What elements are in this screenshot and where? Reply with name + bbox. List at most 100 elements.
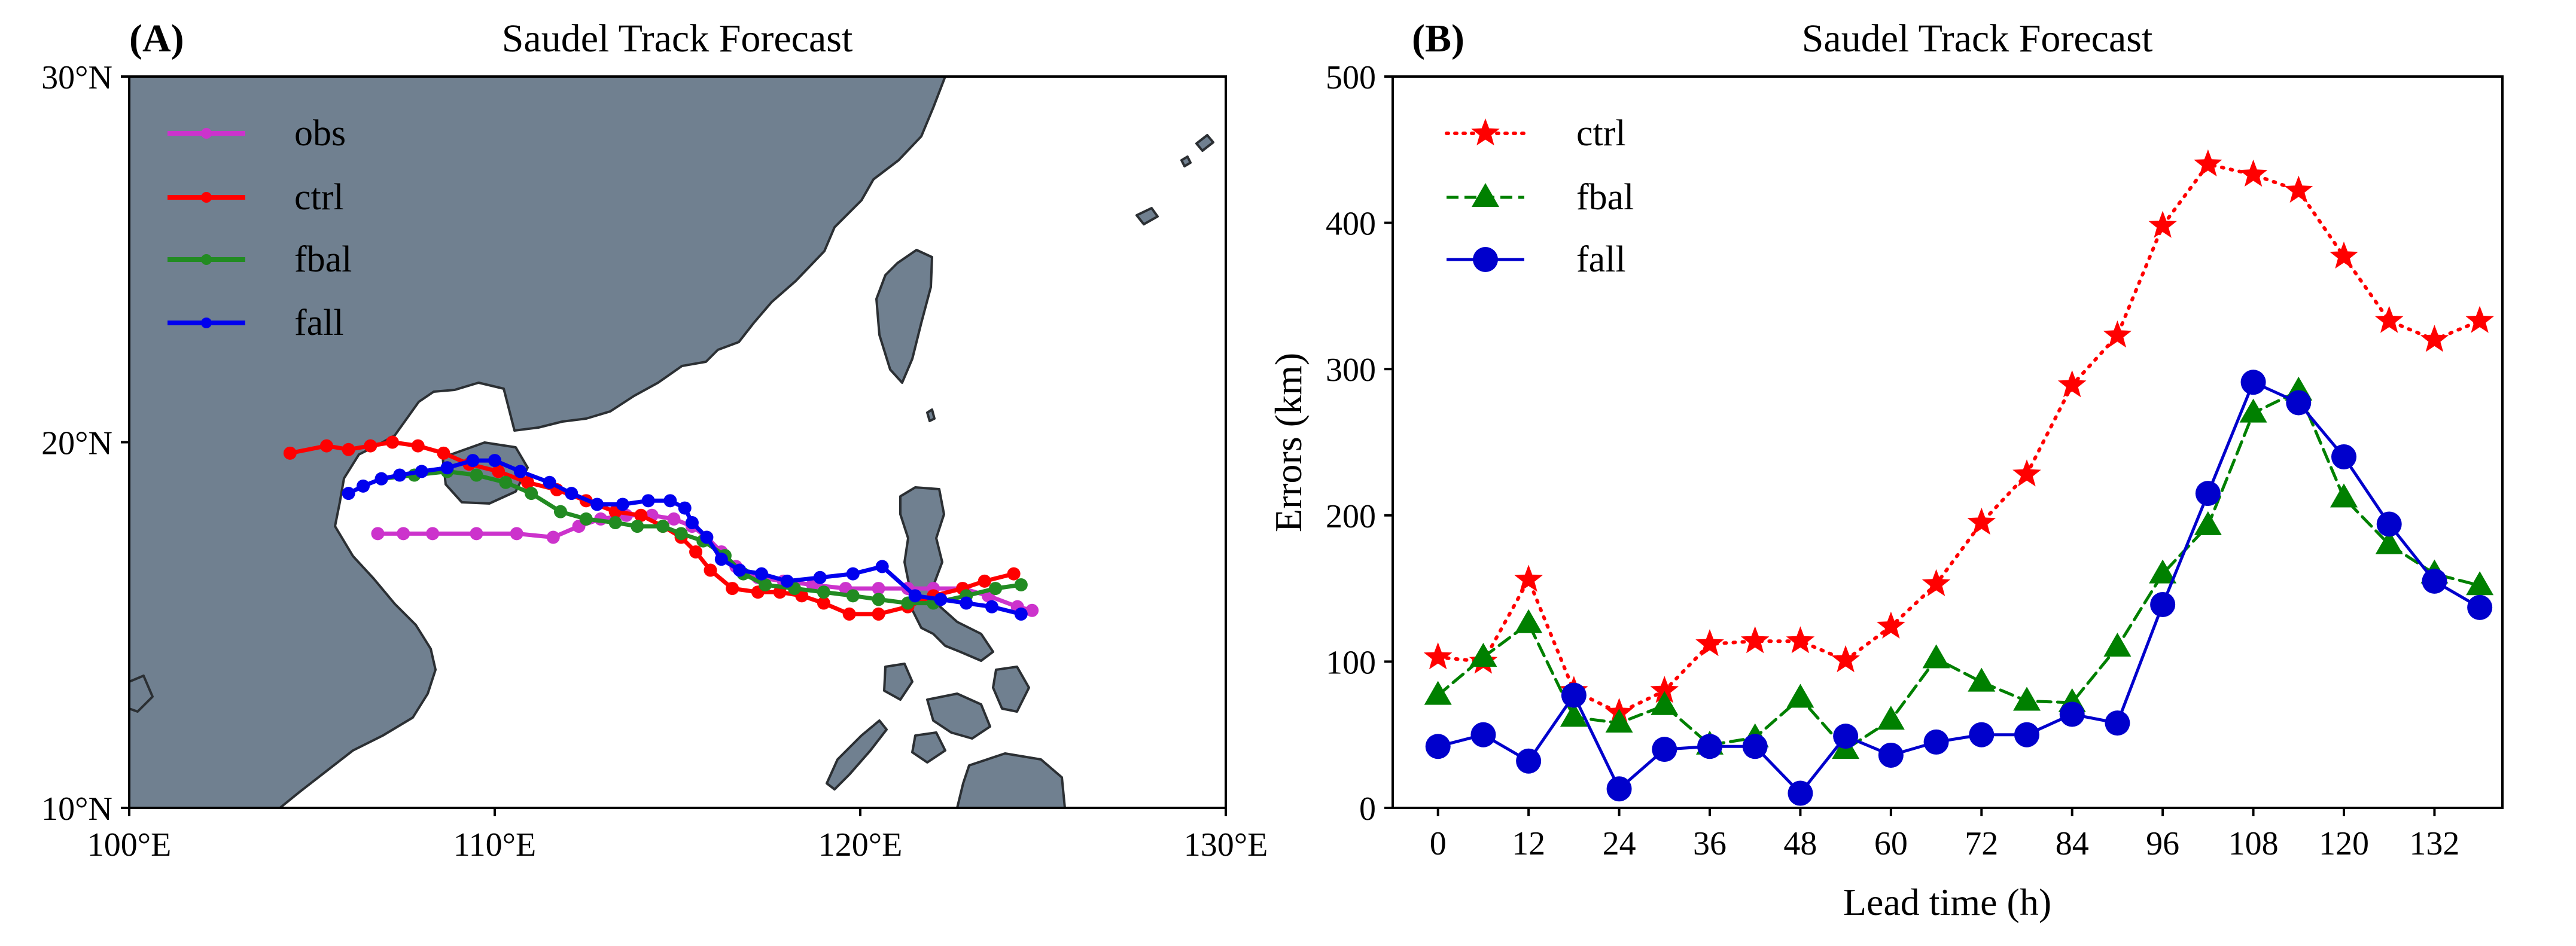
x-tick-label: 24 <box>1603 825 1636 862</box>
marker-fall <box>2286 390 2312 416</box>
panel-b-line-chart: (B) Saudel Track Forecast 0 12 24 36 48 60 72 8… <box>1267 17 2504 923</box>
track-fall <box>342 454 1028 621</box>
legend-b-ctrl-label: ctrl <box>1576 113 1626 154</box>
legend-b-fall: fall <box>1447 239 1626 280</box>
legend-a-fall-label: fall <box>294 303 344 343</box>
marker-ctrl <box>1967 508 1996 535</box>
y-tick-label: 400 <box>1326 206 1376 243</box>
map-plot-area <box>129 77 1226 808</box>
track-point-fall <box>1014 607 1028 621</box>
y-tick-label: 100 <box>1326 644 1376 681</box>
track-point-fall <box>543 475 556 489</box>
batanes-island <box>926 408 936 422</box>
marker-ctrl <box>2330 241 2358 269</box>
track-point-ctrl <box>342 443 355 456</box>
y-tick-label: 200 <box>1326 498 1376 535</box>
legend-a-fbal-label: fbal <box>294 239 352 280</box>
track-point-fall <box>565 487 578 501</box>
track-point-obs <box>872 582 885 596</box>
legend-a-fbal: fbal <box>168 239 352 280</box>
marker-ctrl <box>2194 149 2222 176</box>
track-point-fbal <box>674 527 688 541</box>
legend-b-fbal: fbal <box>1447 177 1634 218</box>
marker-fall <box>2467 594 2493 620</box>
marker-ctrl <box>2284 175 2313 203</box>
marker-fbal <box>1968 667 1996 692</box>
x-tick-label: 72 <box>1965 825 1998 862</box>
track-point-obs <box>546 530 560 544</box>
legend-a: obs ctrl fbal fall <box>168 113 352 343</box>
x-tick-label: 110°E <box>453 826 537 863</box>
y-axis-label: Errors (km) <box>1267 353 1310 532</box>
plot-frame <box>1391 75 2504 809</box>
marker-fall <box>2240 370 2266 395</box>
x-tick-label: 36 <box>1693 825 1727 862</box>
panel-b-title: Saudel Track Forecast <box>1802 17 2153 60</box>
legend-a-fall: fall <box>168 303 344 343</box>
y-tick-label: 0 <box>1359 791 1376 828</box>
track-point-ctrl <box>704 563 717 577</box>
series-line-fbal <box>1436 389 2481 752</box>
x-tick-label: 48 <box>1783 825 1817 862</box>
mainland-asia <box>129 77 946 808</box>
panel-a-map: (A) Saudel Track Forecast <box>41 17 1268 863</box>
x-tick-label: 132 <box>2409 825 2459 862</box>
track-point-ctrl <box>978 574 991 588</box>
track-point-fbal <box>631 520 644 533</box>
marker-ctrl <box>2057 370 2087 398</box>
track-point-fall <box>374 472 388 486</box>
panay-island <box>911 731 946 764</box>
track-lines <box>283 435 1039 621</box>
x-tick-label: 108 <box>2228 825 2279 862</box>
marker-fbal <box>1877 706 1905 730</box>
track-point-fbal <box>817 585 830 599</box>
x-tick-label: 96 <box>2146 825 2179 862</box>
x-tick-label: 130°E <box>1184 826 1268 863</box>
marker-fall <box>1969 722 1995 747</box>
track-point-obs <box>470 527 483 541</box>
legend-b-ctrl: ctrl <box>1445 113 1626 154</box>
map-axes: 100°E 110°E 120°E 130°E 10°N 20°N 30°N <box>41 59 1268 863</box>
series-line-fall <box>1436 380 2481 796</box>
track-point-fall <box>685 516 699 530</box>
legend-b: ctrl fbal fall <box>1445 113 1634 280</box>
panel-a-title: Saudel Track Forecast <box>502 17 853 60</box>
x-tick-label: 60 <box>1874 825 1908 862</box>
marker-fbal <box>1560 703 1588 727</box>
track-point-fall <box>466 454 480 468</box>
track-point-fall <box>590 498 604 511</box>
track-point-fall <box>846 567 860 581</box>
track-point-fbal <box>759 578 772 591</box>
marker-fbal <box>2466 571 2494 596</box>
marker-fall <box>2376 511 2402 537</box>
marker-ctrl <box>2374 306 2404 333</box>
marker-fall <box>2422 568 2447 594</box>
track-point-ctrl <box>726 582 739 596</box>
marker-fall <box>1923 729 1949 755</box>
marker-fbal <box>1515 609 1543 633</box>
marker-fall <box>2014 722 2039 747</box>
marker-fbal <box>2103 632 2132 657</box>
ryukyu-island-1 <box>1135 207 1159 225</box>
land-masses <box>129 77 1214 808</box>
track-point-fall <box>714 553 728 566</box>
legend-b-fall-label: fall <box>1576 239 1626 280</box>
marker-fall <box>2105 710 2130 736</box>
panel-b-label: (B) <box>1412 17 1464 60</box>
marker-ctrl <box>2012 459 2041 487</box>
track-point-fall <box>813 570 827 584</box>
marker-fall <box>1425 734 1451 759</box>
track-point-ctrl <box>437 446 450 460</box>
track-point-fall <box>678 501 692 515</box>
x-tick-label: 0 <box>1430 825 1447 862</box>
legend-a-obs: obs <box>168 113 346 154</box>
marker-fbal <box>2149 559 2177 584</box>
x-axis-label: Lead time (h) <box>1843 881 2051 923</box>
track-point-fall <box>780 574 794 588</box>
track-point-fall <box>733 563 747 577</box>
track-point-fall <box>440 461 454 475</box>
track-point-fall <box>663 494 677 508</box>
track-point-fbal <box>579 512 593 526</box>
track-point-fbal <box>656 520 670 533</box>
marker-fbal <box>2013 686 2041 711</box>
